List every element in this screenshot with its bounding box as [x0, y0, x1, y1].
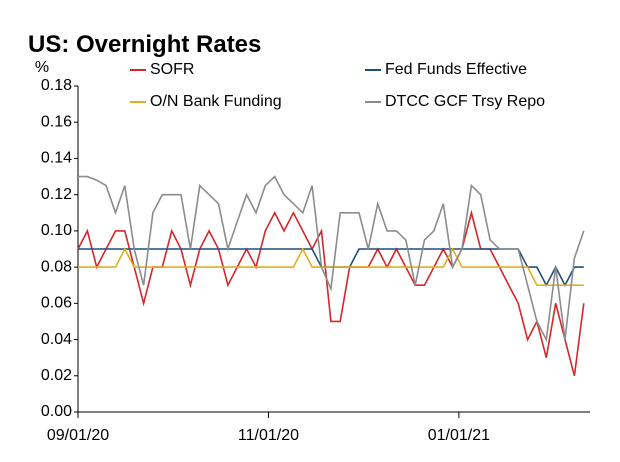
y-tick-label: 0.12	[41, 186, 72, 203]
y-tick-label: 0.14	[41, 150, 72, 167]
y-tick-label: 0.06	[41, 295, 72, 312]
y-axis-label: %	[35, 59, 49, 76]
chart-title: US: Overnight Rates	[28, 31, 261, 58]
y-tick-label: 0.18	[41, 77, 72, 94]
legend-label: SOFR	[150, 61, 194, 78]
series-line	[78, 175, 585, 343]
y-tick-label: 0.10	[41, 222, 72, 239]
x-tick-label: 09/01/20	[47, 427, 109, 444]
y-tick-label: 0.08	[41, 258, 72, 275]
y-tick-label: 0.16	[41, 113, 72, 130]
x-tick-label: 11/01/20	[238, 427, 299, 444]
legend-label: O/N Bank Funding	[150, 93, 282, 110]
series-line	[77, 209, 585, 377]
y-tick-label: 0.00	[41, 403, 72, 420]
y-tick-label: 0.02	[41, 367, 72, 384]
x-tick-label: 01/01/21	[428, 427, 490, 444]
legend-label: Fed Funds Effective	[385, 61, 527, 78]
series-line	[78, 247, 584, 286]
y-tick-label: 0.04	[41, 331, 72, 348]
legend-label: DTCC GCF Trsy Repo	[385, 93, 545, 110]
